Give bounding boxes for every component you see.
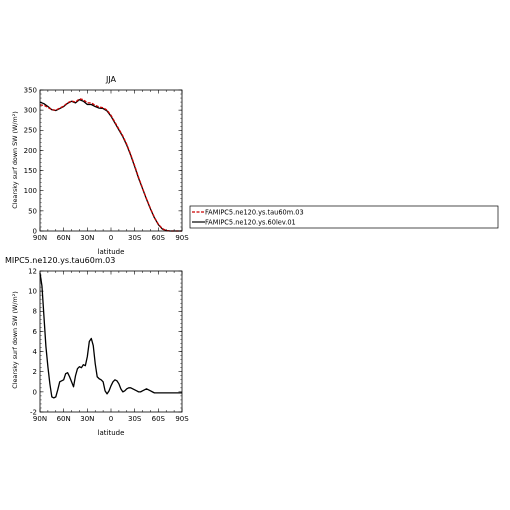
bottom-y-tick-label: 0 [33,388,37,396]
top-x-tick-label: 0 [109,234,113,242]
top-y-tick-label: 200 [24,147,37,155]
top-plot-frame [39,89,183,232]
legend: FAMIPC5.ne120.ys.tau60m.03 FAMIPC5.ne120… [189,205,499,229]
bottom-panel: MIPC5.ne120.ys.tau60m.03 90N 60N 30N 0 30S 60… [5,256,189,437]
legend-entry-60lev: FAMIPC5.ne120.ys.60lev.01 [205,219,296,227]
top-x-tick-label: 60S [152,234,166,242]
top-x-tick-label: 90N [33,234,47,242]
top-x-tick-label: 30N [80,234,94,242]
top-y-tick-label: 350 [24,86,37,94]
legend-entry-tau60m: FAMIPC5.ne120.ys.tau60m.03 [205,209,304,217]
bottom-panel-title: MIPC5.ne120.ys.tau60m.03 [5,256,115,265]
bottom-y-tick-label: 6 [33,328,38,336]
bottom-plot-frame [39,270,183,413]
bottom-y-tick-label: 2 [33,368,37,376]
top-x-axis-label: latitude [98,248,125,256]
legend-box [189,205,499,229]
top-series-line-0 [39,98,182,232]
top-y-tick-label: 100 [24,187,37,195]
top-x-tick-label: 90S [175,234,189,242]
top-panel: JJA 90N 60N 30N 0 30S 60S 90S 0 50 100 150 200 250 30… [11,75,189,256]
bottom-x-tick-label: 30S [128,415,142,423]
bottom-y-tick-label: 10 [28,288,37,296]
bottom-x-tick-label: 0 [109,415,113,423]
bottom-y-axis-label: Clearsky surf down SW (W/m²) [11,291,19,389]
top-y-tick-label: 300 [24,107,37,115]
bottom-x-tick-label: 60S [152,415,166,423]
top-y-axis-label: Clearsky surf down SW (W/m²) [11,111,19,209]
bottom-y-tick-label: -2 [30,408,37,416]
top-y-tick-label: 150 [24,167,37,175]
top-x-tick-label: 60N [57,234,71,242]
bottom-series-line-0 [39,272,182,399]
bottom-x-tick-label: 30N [80,415,94,423]
bottom-x-tick-label: 90N [33,415,47,423]
bottom-y-tick-label: 8 [33,308,37,316]
bottom-x-axis-label: latitude [98,429,125,437]
top-x-tick-label: 30S [128,234,142,242]
top-y-tick-label: 0 [33,227,37,235]
bottom-y-tick-label: 4 [33,348,38,356]
top-panel-title: JJA [105,75,117,84]
bottom-x-tick-label: 90S [175,415,189,423]
bottom-y-tick-label: 12 [28,267,37,275]
top-y-tick-label: 250 [24,127,37,135]
bottom-x-tick-label: 60N [57,415,71,423]
top-y-tick-label: 50 [28,207,37,215]
top-series-line-1 [39,99,182,232]
